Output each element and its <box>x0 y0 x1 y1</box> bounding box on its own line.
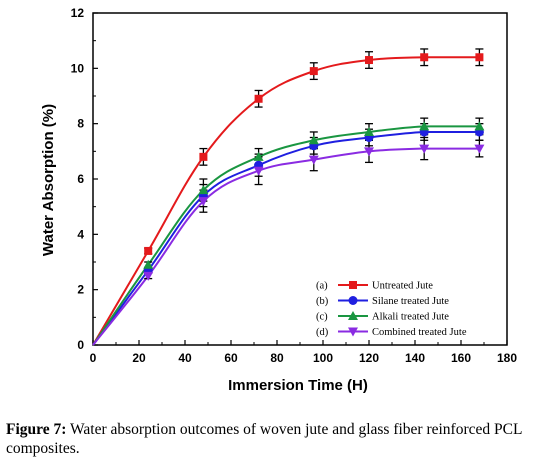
legend-entry-alkali-treated-jute: (c) Alkali treated Jute <box>316 311 449 323</box>
data-point-alkali-treated-jute <box>143 259 154 269</box>
y-axis-title: Water Absorption (%) <box>40 104 57 256</box>
legend-entry-combined-treated-jute: (d) Combined treated Jute <box>316 327 467 338</box>
legend-tag: (c) <box>316 312 328 323</box>
data-point-untreated-jute <box>309 67 318 76</box>
x-tick-label: 160 <box>451 351 471 365</box>
x-tick-label: 120 <box>359 351 379 365</box>
legend-label: Combined treated Jute <box>372 327 467 338</box>
data-point-combined-treated-jute <box>474 144 485 154</box>
legend-entry-untreated-jute: (a) Untreated Jute <box>316 281 433 292</box>
y-tick-label: 6 <box>77 172 84 186</box>
legend-label: Silane treated Jute <box>372 296 449 307</box>
y-tick-label: 12 <box>71 6 85 20</box>
data-point-alkali-treated-jute <box>198 185 209 195</box>
x-tick-label: 100 <box>313 351 333 365</box>
x-tick-label: 40 <box>178 351 192 365</box>
data-point-alkali-treated-jute <box>419 121 430 131</box>
x-tick-label: 20 <box>132 351 146 365</box>
y-tick-label: 2 <box>77 283 84 297</box>
data-point-untreated-jute <box>475 53 484 62</box>
water-absorption-chart: 0 20 40 60 80 100 120 140 160 180 0 2 4 6 8 10 12 (a) Unt… <box>40 6 517 394</box>
legend-label: Alkali treated Jute <box>372 312 449 323</box>
x-tick-label: 0 <box>90 351 97 365</box>
x-tick-label: 140 <box>405 351 425 365</box>
data-point-untreated-jute <box>199 152 208 161</box>
data-point-alkali-treated-jute <box>253 151 264 161</box>
legend-tag: (a) <box>316 281 328 292</box>
legend-marker-swatch <box>348 311 358 320</box>
legend-entry-silane-treated-jute: (b) Silane treated Jute <box>316 296 449 307</box>
data-point-combined-treated-jute <box>143 271 154 281</box>
legend-marker-swatch <box>348 296 358 305</box>
caption-text: Water absorption outcomes of woven jute … <box>6 421 522 457</box>
y-tick-label: 0 <box>77 338 84 352</box>
x-axis-title: Immersion Time (H) <box>228 377 368 394</box>
y-tick-label: 4 <box>77 227 84 241</box>
data-point-untreated-jute <box>254 94 263 103</box>
legend-tag: (b) <box>316 296 329 307</box>
data-point-alkali-treated-jute <box>364 126 374 136</box>
data-point-alkali-treated-jute <box>474 121 485 131</box>
legend-label: Untreated Jute <box>372 281 433 292</box>
data-point-combined-treated-jute <box>308 155 319 165</box>
data-point-untreated-jute <box>420 53 429 62</box>
y-tick-label: 8 <box>77 117 84 131</box>
legend-marker-swatch <box>349 281 357 289</box>
figure-caption: Figure 7: Water absorption outcomes of w… <box>6 420 551 458</box>
legend-marker-swatch <box>348 327 358 337</box>
data-point-combined-treated-jute <box>198 197 209 207</box>
data-point-untreated-jute <box>144 246 153 255</box>
data-point-combined-treated-jute <box>419 144 430 154</box>
data-point-alkali-treated-jute <box>308 135 319 145</box>
data-point-untreated-jute <box>365 56 373 65</box>
legend-tag: (d) <box>316 327 329 338</box>
x-tick-label: 80 <box>270 351 284 365</box>
x-tick-label: 60 <box>224 351 238 365</box>
y-tick-label: 10 <box>71 61 85 75</box>
data-point-combined-treated-jute <box>364 147 374 157</box>
x-tick-label: 180 <box>497 351 517 365</box>
data-point-combined-treated-jute <box>253 166 264 176</box>
caption-label: Figure 7: <box>6 421 67 438</box>
